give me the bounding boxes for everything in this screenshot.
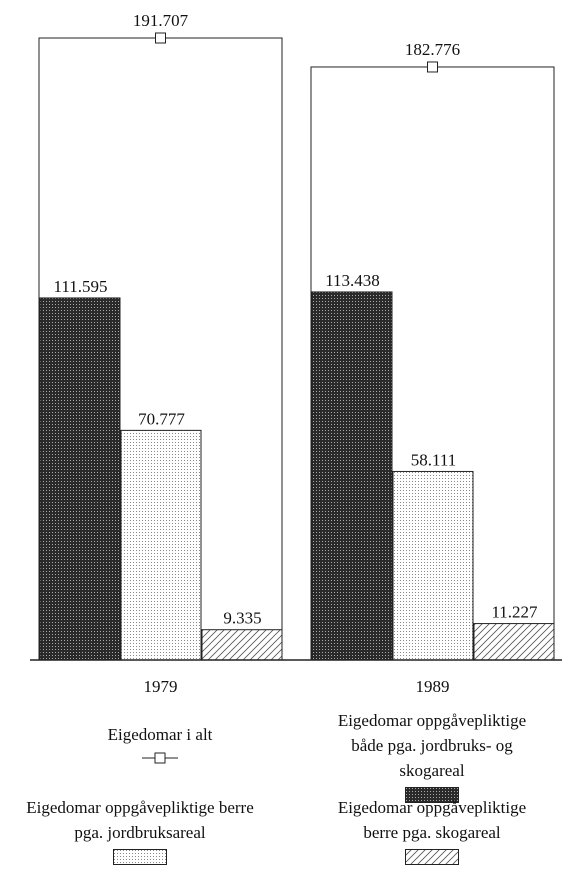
legend-label: Eigedomar oppgåvepliktige berre pga. sko… xyxy=(337,798,527,842)
value-label: 70.777 xyxy=(138,409,185,428)
value-label: 9.335 xyxy=(223,609,261,628)
value-label: 58.111 xyxy=(411,450,457,469)
value-label: 191.707 xyxy=(133,11,189,30)
legend-label: Eigedomar i alt xyxy=(107,725,213,744)
legend-item: Eigedomar oppgåvepliktige både pga. jord… xyxy=(322,708,542,803)
chart: 191.707 111.595 70.777 9.335 1979 182.776 113.… xyxy=(30,11,562,696)
legend-label: Eigedomar oppgåvepliktige både pga. jord… xyxy=(337,711,527,780)
legend-item: Eigedomar i alt xyxy=(60,722,260,765)
value-label: 113.438 xyxy=(325,271,380,290)
total-marker xyxy=(427,61,438,73)
legend-symbol xyxy=(113,849,167,865)
bar xyxy=(201,629,283,661)
legend-symbol xyxy=(405,849,459,865)
legend-symbol xyxy=(405,787,459,803)
total-marker xyxy=(155,32,166,44)
value-label: 111.595 xyxy=(54,277,108,296)
legend-label: Eigedomar oppgåvepliktige berre pga. jor… xyxy=(26,798,254,842)
x-tick-label: 1989 xyxy=(416,677,450,696)
bar xyxy=(311,291,393,661)
bar xyxy=(120,429,202,661)
bar xyxy=(473,623,555,661)
legend-item: Eigedomar oppgåvepliktige berre pga. jor… xyxy=(20,795,260,865)
value-label: 182.776 xyxy=(405,40,460,59)
legend-symbol xyxy=(142,752,178,764)
bar xyxy=(392,470,474,661)
bar xyxy=(39,297,121,661)
value-label: 11.227 xyxy=(491,603,538,622)
legend-item: Eigedomar oppgåvepliktige berre pga. sko… xyxy=(322,795,542,865)
x-tick-label: 1979 xyxy=(144,677,178,696)
